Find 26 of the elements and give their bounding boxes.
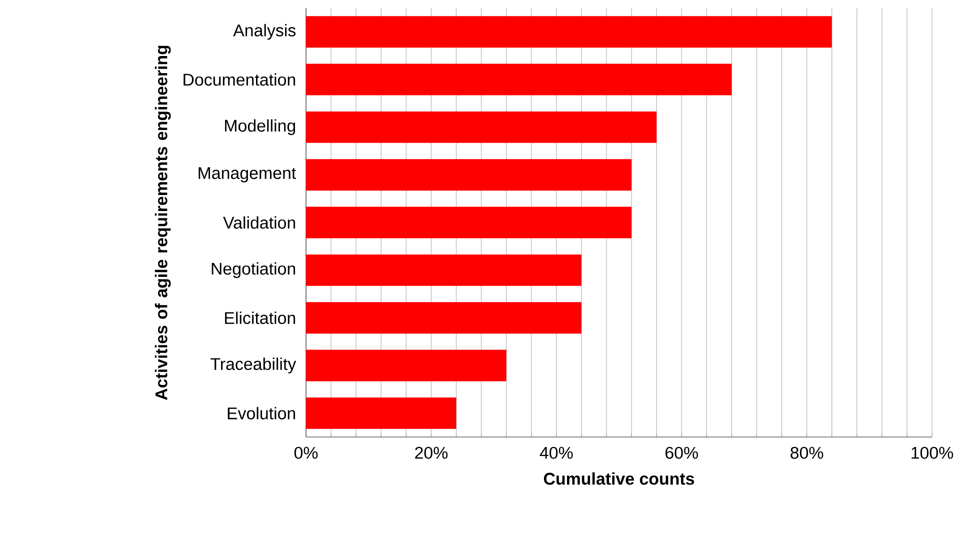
bar [306, 64, 732, 96]
y-tick-label: Management [198, 167, 296, 182]
y-tick-label: Modelling [225, 119, 296, 136]
bar [306, 111, 657, 143]
y-tick-label: Traceability [210, 358, 296, 374]
bar [306, 302, 582, 334]
x-tick-label: 20% [415, 446, 448, 459]
bar [306, 159, 632, 191]
bar [306, 397, 456, 429]
y-tick-label: Documentation [184, 73, 296, 86]
x-tick-label: 40% [540, 446, 573, 459]
bar [306, 16, 832, 48]
y-tick-label: Analysis [233, 24, 296, 40]
y-axis-title: Activities of agile requirements engineering [154, 46, 171, 400]
y-tick-label: Negotiation [212, 262, 296, 278]
x-tick-label: 100% [912, 446, 954, 459]
x-tick-label: 60% [666, 446, 698, 459]
x-axis-title: Cumulative counts [544, 472, 694, 485]
y-tick-label: Elicitation [225, 312, 296, 324]
y-tick-label: Validation [223, 216, 296, 229]
x-tick-label: 80% [790, 446, 824, 459]
x-tick-label: 0% [294, 446, 318, 459]
bar [306, 254, 582, 286]
bar [306, 350, 506, 382]
bar [306, 206, 632, 238]
y-tick-label: Evolution [228, 406, 296, 420]
